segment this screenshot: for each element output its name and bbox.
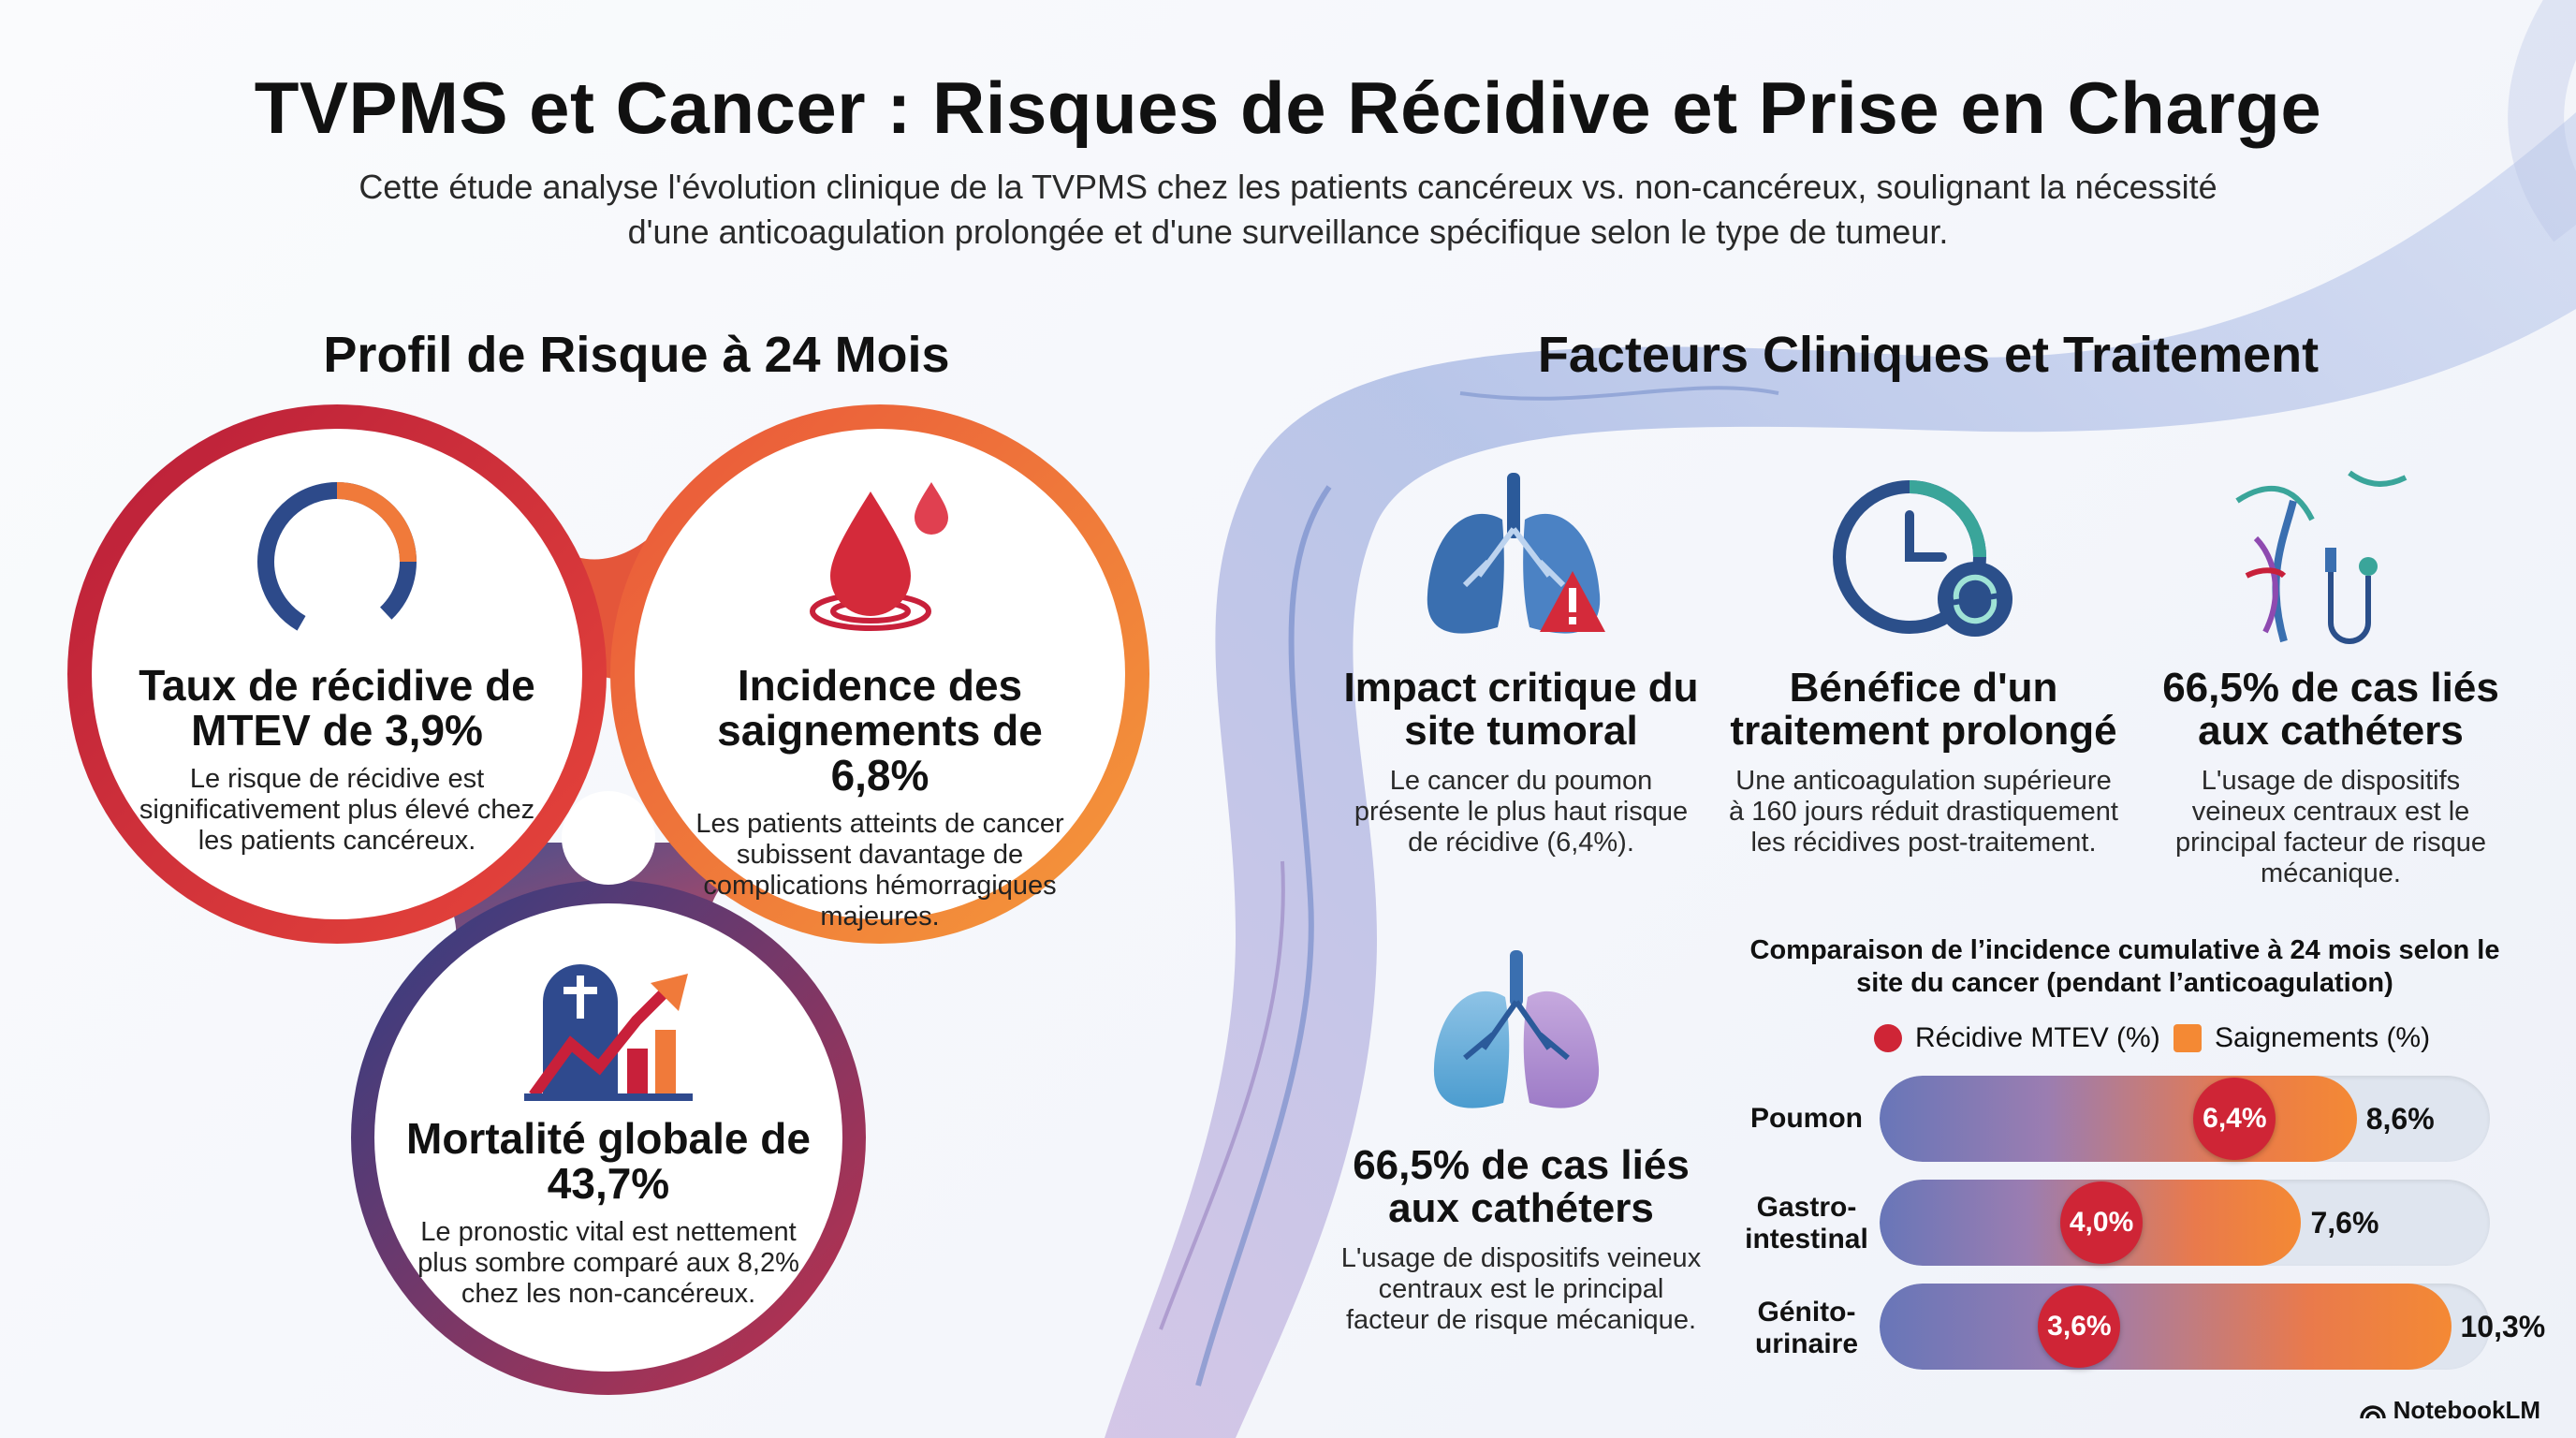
bar-track-gi — [1880, 1180, 2490, 1266]
lungs-warning-icon — [1427, 473, 1605, 634]
tombstone-trend-icon — [524, 964, 693, 1101]
legend-bleeding-swatch — [2174, 1024, 2202, 1052]
catheter-description-2: L'usage de dispositifs veineux centraux … — [1340, 1243, 1702, 1335]
left-section-title: Profil de Risque à 24 Mois — [323, 327, 950, 383]
category-label-gi: Gastro-intestinal — [1745, 1192, 1868, 1255]
page-title: TVPMS et Cancer : Risques de Récidive et… — [254, 66, 2322, 149]
recurrence-point-gu: 3,6% — [2038, 1285, 2121, 1368]
bleeding-label-gi: 7,6% — [2310, 1206, 2379, 1240]
legend-recurrence: Récidive MTEV (%) — [1874, 1022, 2160, 1054]
catheter-icon — [2235, 470, 2408, 644]
catheter-heading-2: 66,5% de cas liés aux cathéters — [1353, 1142, 1690, 1231]
legend-recurrence-swatch — [1874, 1024, 1902, 1052]
right-section-title: Facteurs Cliniques et Traitement — [1537, 327, 2320, 383]
legend-bleeding: Saignements (%) — [2174, 1022, 2430, 1054]
mortality-description: Le pronostic vital est nettement plus so… — [417, 1217, 799, 1309]
mortality-heading: Mortalité globale de 43,7% — [406, 1114, 811, 1208]
mortality-circle-text: Mortalité globale de 43,7% Le pronostic … — [402, 1116, 814, 1310]
bleeding-label-gu: 10,3% — [2460, 1310, 2546, 1343]
legend-recurrence-label: Récidive MTEV (%) — [1915, 1022, 2160, 1053]
clock-refresh-icon — [1833, 480, 2012, 637]
bleeding-label-lung: 8,6% — [2365, 1102, 2435, 1136]
footer-brand: NotebookLM — [2359, 1396, 2540, 1425]
page-subtitle: Cette étude analyse l'évolution clinique… — [359, 168, 2217, 251]
recurrence-description: Le risque de récidive est significativem… — [139, 764, 535, 856]
treatment-description: Une anticoagulation supérieure à 160 jou… — [1729, 766, 2118, 858]
tumor-site-heading: Impact critique du site tumoral — [1343, 665, 1699, 754]
chart-title: Comparaison de l’incidence cumulative à … — [1749, 935, 2500, 998]
bleeding-description: Les patients atteints de cancer subissen… — [695, 809, 1064, 932]
bar-track-gu — [1880, 1284, 2490, 1370]
treatment-column: Bénéfice d'un traitement prolongé Une an… — [1727, 667, 2120, 858]
lungs-icon — [1433, 950, 1600, 1108]
footer-brand-label: NotebookLM — [2393, 1396, 2540, 1424]
bleeding-bar-gu — [1880, 1284, 2452, 1370]
catheter-description: L'usage de dispositifs veineux centraux … — [2174, 766, 2487, 888]
category-label-lung: Poumon — [1750, 1103, 1863, 1134]
tumor-site-column: Impact critique du site tumoral Le cance… — [1339, 667, 1704, 858]
category-label-gu: Génito-urinaire — [1754, 1297, 1859, 1359]
bar-track-lung — [1880, 1076, 2490, 1162]
tumor-site-description: Le cancer du poumon présente le plus hau… — [1354, 766, 1689, 858]
treatment-heading: Bénéfice d'un traitement prolongé — [1730, 665, 2117, 754]
recurrence-circle-text: Taux de récidive de MTEV de 3,9% Le risq… — [131, 663, 543, 857]
catheter-heading: 66,5% de cas liés aux cathéters — [2162, 665, 2499, 754]
recurrence-heading: Taux de récidive de MTEV de 3,9% — [139, 661, 535, 755]
risk-circles — [67, 404, 1149, 1395]
notebooklm-logo-icon — [2359, 1404, 2386, 1418]
partial-ring-icon — [257, 482, 417, 641]
blood-drop-icon — [810, 482, 948, 631]
bleeding-heading: Incidence des saignements de 6,8% — [717, 661, 1043, 800]
catheter-column-2: 66,5% de cas liés aux cathéters L'usage … — [1339, 1144, 1704, 1336]
recurrence-point-gi: 4,0% — [2060, 1181, 2144, 1264]
recurrence-point-lung: 6,4% — [2193, 1078, 2276, 1160]
catheter-column: 66,5% de cas liés aux cathéters L'usage … — [2153, 667, 2509, 889]
legend-bleeding-label: Saignements (%) — [2215, 1022, 2431, 1053]
bleeding-bar-lung — [1880, 1076, 2357, 1162]
bleeding-circle-text: Incidence des saignements de 6,8% Les pa… — [665, 663, 1095, 932]
